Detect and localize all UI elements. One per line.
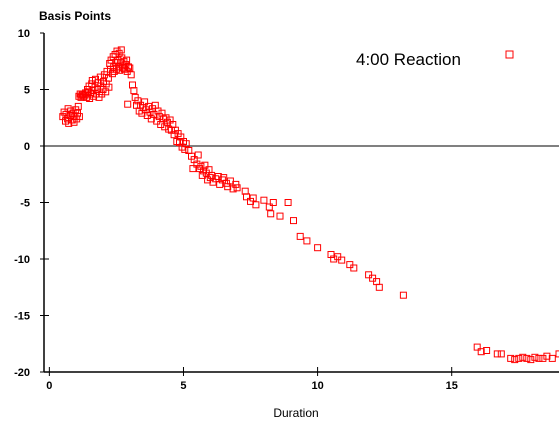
x-tick-label: 5 bbox=[180, 380, 186, 392]
data-point bbox=[75, 113, 83, 121]
y-tick-label: -10 bbox=[14, 254, 30, 266]
data-point bbox=[399, 291, 407, 299]
data-point bbox=[515, 354, 523, 362]
data-point bbox=[252, 201, 260, 209]
data-point bbox=[113, 47, 121, 55]
data-point bbox=[555, 350, 559, 358]
data-point bbox=[127, 71, 135, 79]
data-point bbox=[296, 232, 304, 240]
data-point bbox=[493, 350, 501, 358]
data-point bbox=[125, 63, 132, 71]
data-point bbox=[233, 184, 241, 192]
plot-frame bbox=[43, 33, 559, 373]
data-point bbox=[260, 196, 268, 204]
data-point bbox=[338, 256, 346, 264]
data-point bbox=[519, 353, 527, 361]
data-point bbox=[201, 161, 209, 169]
data-point bbox=[314, 244, 322, 252]
data-point bbox=[162, 114, 170, 122]
data-point bbox=[290, 217, 297, 225]
data-point bbox=[527, 356, 535, 364]
x-tick-label: 15 bbox=[446, 380, 458, 392]
data-point bbox=[189, 165, 197, 173]
data-point bbox=[98, 90, 106, 98]
data-point bbox=[110, 67, 118, 75]
x-tick-label: 0 bbox=[46, 380, 52, 392]
data-point bbox=[539, 354, 547, 362]
data-point bbox=[543, 352, 551, 360]
data-point bbox=[243, 193, 250, 201]
data-point bbox=[548, 354, 556, 362]
legend-marker bbox=[505, 50, 514, 59]
data-point bbox=[104, 74, 112, 82]
y-tick-label: -5 bbox=[20, 198, 30, 210]
data-point bbox=[141, 98, 149, 106]
data-point bbox=[117, 46, 125, 54]
data-point bbox=[267, 210, 275, 218]
data-point bbox=[531, 353, 539, 361]
data-point bbox=[126, 64, 134, 72]
data-point bbox=[477, 348, 485, 356]
data-point bbox=[330, 255, 338, 263]
data-point bbox=[170, 131, 178, 139]
y-tick-label: 0 bbox=[24, 141, 30, 153]
data-point bbox=[269, 199, 277, 206]
data-point bbox=[497, 350, 505, 358]
data-point bbox=[483, 347, 491, 354]
data-point bbox=[194, 151, 202, 159]
x-axis-title: Duration bbox=[273, 406, 318, 420]
y-tick-label: 5 bbox=[24, 85, 30, 97]
legend: 4:00 Reaction bbox=[356, 50, 514, 69]
data-point bbox=[74, 102, 82, 110]
data-point bbox=[198, 171, 206, 179]
data-point bbox=[123, 56, 131, 64]
data-point bbox=[473, 343, 481, 351]
data-point bbox=[108, 70, 116, 78]
data-point bbox=[303, 237, 311, 245]
data-point bbox=[86, 95, 94, 102]
data-point bbox=[284, 199, 292, 206]
data-point bbox=[375, 283, 383, 291]
ticks-layer: 10 5 0 -5 -10 -15 -20 0 5 10 15 bbox=[14, 28, 458, 392]
data-point bbox=[265, 203, 273, 211]
data-point bbox=[249, 194, 257, 202]
y-tick-label: -20 bbox=[14, 367, 30, 379]
data-point bbox=[523, 354, 531, 362]
data-point bbox=[276, 212, 284, 220]
y-axis-title: Basis Points bbox=[39, 9, 111, 23]
data-point bbox=[130, 87, 138, 95]
data-point bbox=[511, 356, 519, 364]
y-tick-label: -15 bbox=[14, 311, 30, 323]
data-point bbox=[535, 354, 543, 362]
x-tick-label: 10 bbox=[311, 380, 323, 392]
data-point bbox=[105, 83, 113, 91]
data-point bbox=[124, 100, 132, 108]
data-point bbox=[350, 264, 358, 272]
data-points bbox=[59, 46, 559, 364]
y-tick-label: 10 bbox=[18, 28, 30, 40]
data-point bbox=[67, 107, 75, 115]
legend-label: 4:00 Reaction bbox=[356, 50, 461, 69]
data-point bbox=[507, 354, 515, 362]
data-point bbox=[182, 140, 190, 148]
